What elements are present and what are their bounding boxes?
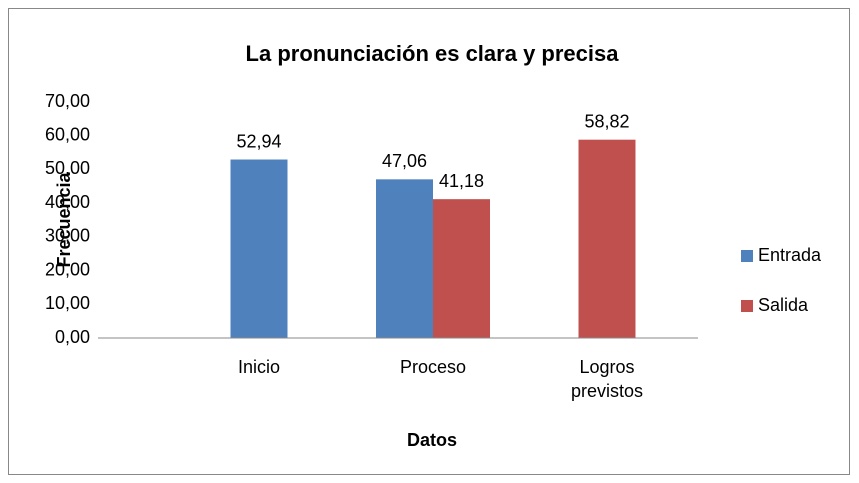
bar	[376, 179, 433, 338]
y-tick-label: 70,00	[45, 91, 90, 111]
y-tick-label: 50,00	[45, 158, 90, 178]
y-tick-label: 40,00	[45, 192, 90, 212]
data-label: 58,82	[584, 111, 629, 131]
x-axis-label: Datos	[407, 430, 457, 450]
bar	[230, 159, 288, 338]
chart-title: La pronunciación es clara y precisa	[246, 41, 620, 66]
legend-swatch	[741, 250, 753, 262]
data-label: 41,18	[439, 171, 484, 191]
data-label: 47,06	[382, 151, 427, 171]
y-tick-label: 20,00	[45, 259, 90, 279]
y-tick-label: 30,00	[45, 226, 90, 246]
data-label: 52,94	[236, 131, 281, 151]
y-tick-label: 0,00	[55, 327, 90, 347]
x-tick-label: Proceso	[399, 357, 467, 377]
legend-label: Entrada	[758, 245, 822, 265]
bar	[578, 139, 636, 338]
bar	[433, 199, 490, 338]
y-axis-label: Frecuencia	[54, 171, 74, 267]
x-tick-label: Logros previstos	[570, 357, 644, 401]
y-tick-label: 10,00	[45, 293, 90, 313]
legend-label: Salida	[758, 295, 809, 315]
y-tick-label: 60,00	[45, 124, 90, 144]
x-tick-label: Inicio	[237, 357, 281, 377]
legend-swatch	[741, 300, 753, 312]
